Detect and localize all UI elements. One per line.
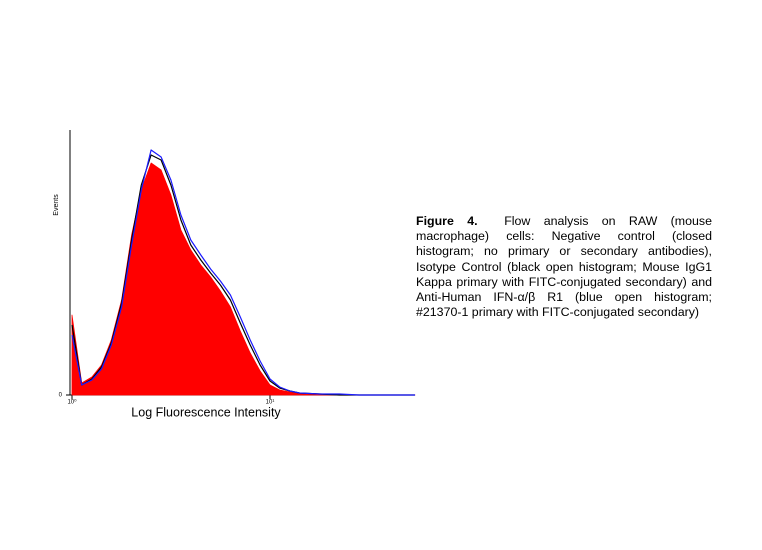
caption-label: Figure 4. — [416, 214, 478, 228]
x-tick-label: 10¹ — [266, 400, 275, 406]
caption-text: Flow analysis on RAW (mouse macrophage) … — [416, 214, 712, 320]
y-tick-label: 0 — [59, 393, 63, 399]
x-axis-label: Log Fluorescence Intensity — [131, 405, 281, 419]
x-tick-label: 10⁰ — [67, 399, 77, 406]
open-histogram — [71, 149, 415, 396]
filled-histogram — [71, 162, 416, 396]
y-axis-label: Events — [53, 194, 60, 216]
caption: Figure 4. Flow analysis on RAW (mouse ma… — [416, 214, 712, 320]
